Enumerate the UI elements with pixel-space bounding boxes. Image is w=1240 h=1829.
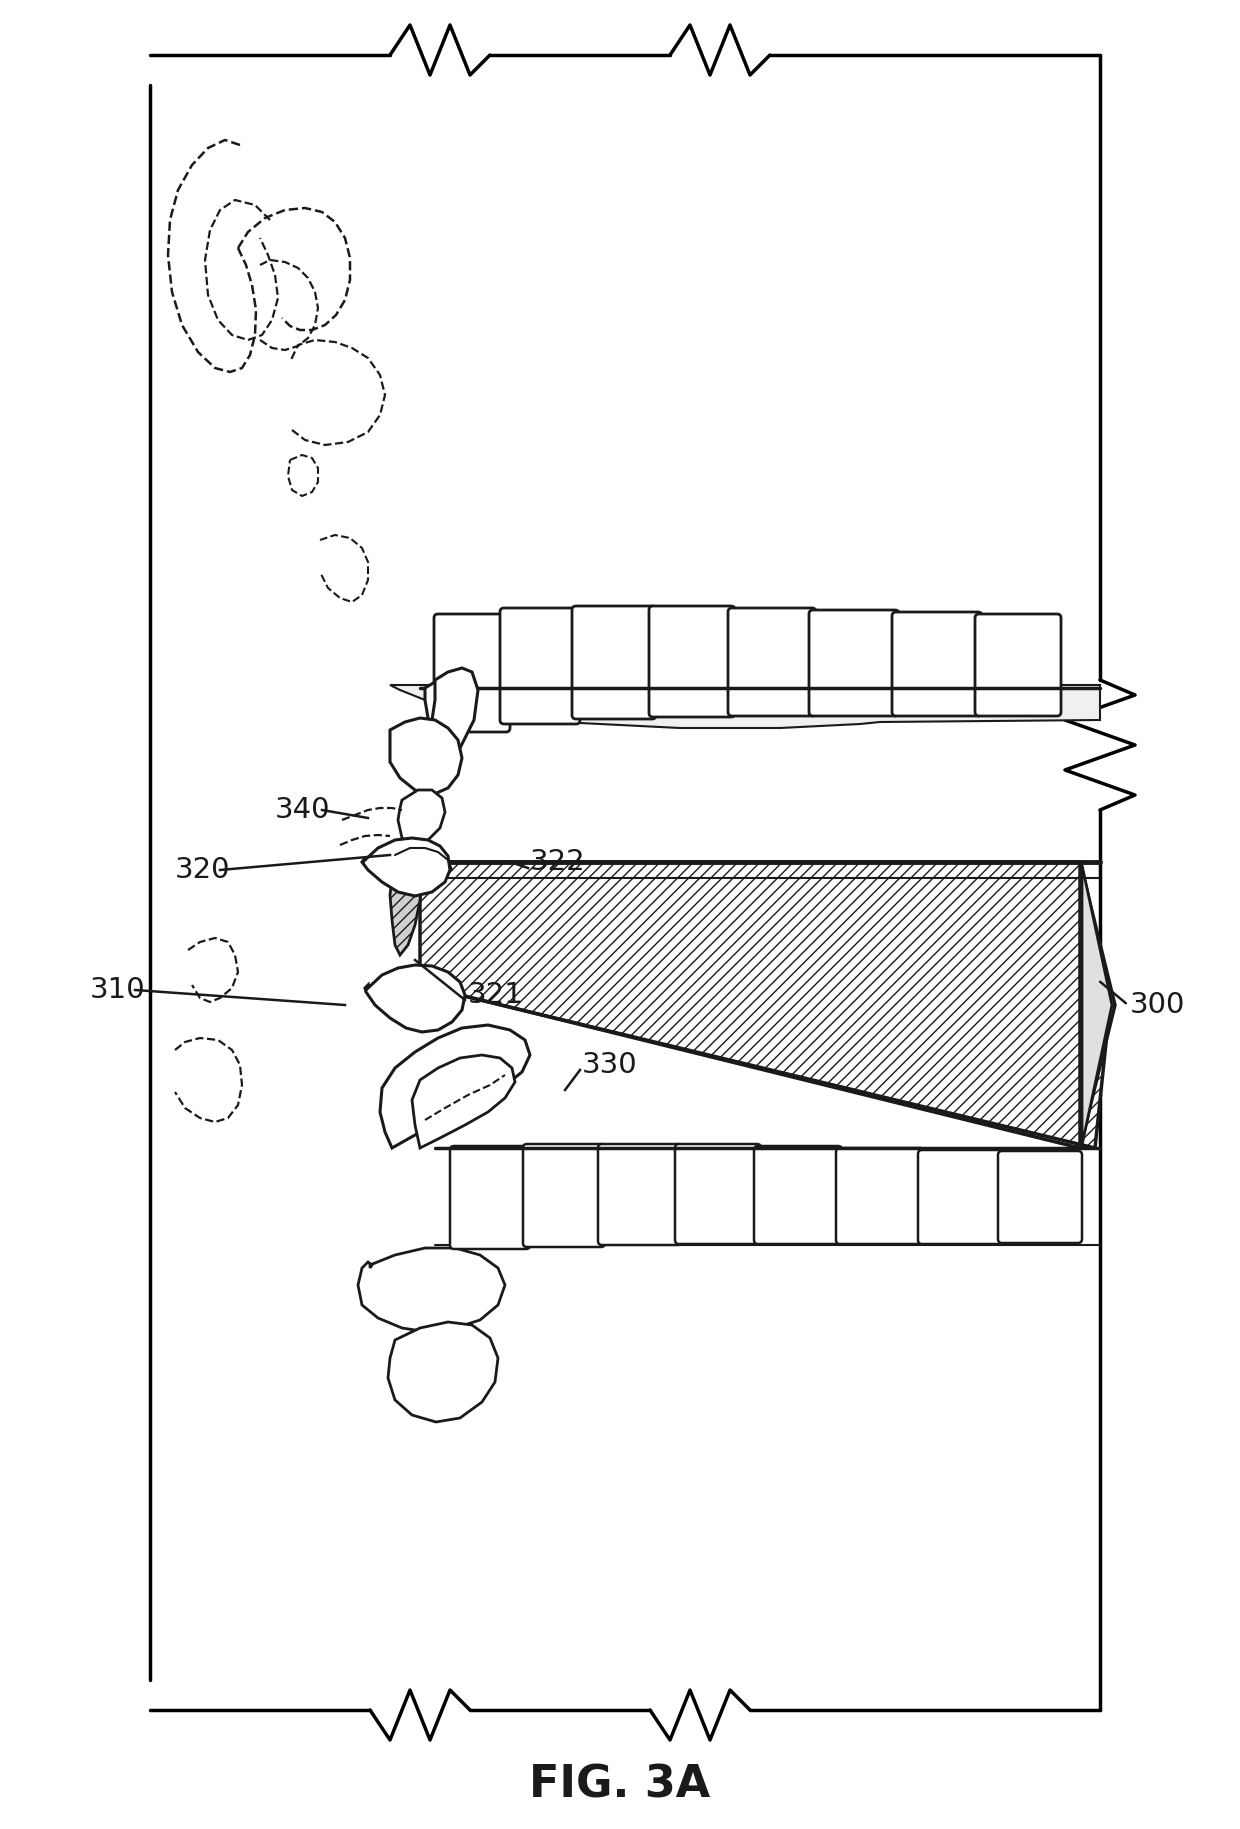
Text: 321: 321 (467, 980, 523, 1010)
Polygon shape (391, 719, 463, 796)
Polygon shape (391, 861, 422, 955)
Polygon shape (398, 790, 445, 845)
Polygon shape (388, 1322, 498, 1421)
Polygon shape (425, 679, 463, 748)
FancyBboxPatch shape (675, 1143, 761, 1244)
Text: 320: 320 (175, 856, 231, 883)
FancyBboxPatch shape (434, 615, 510, 732)
Text: 340: 340 (275, 796, 331, 825)
FancyBboxPatch shape (598, 1143, 682, 1246)
FancyBboxPatch shape (808, 611, 899, 715)
FancyBboxPatch shape (450, 1147, 529, 1249)
Polygon shape (412, 1055, 515, 1149)
FancyBboxPatch shape (918, 1150, 1004, 1244)
Text: FIG. 3A: FIG. 3A (529, 1763, 711, 1807)
Polygon shape (358, 1247, 505, 1332)
Polygon shape (379, 1024, 529, 1149)
Polygon shape (365, 966, 465, 1032)
Text: 310: 310 (91, 977, 145, 1004)
FancyBboxPatch shape (728, 607, 816, 715)
Text: 322: 322 (529, 849, 585, 876)
FancyBboxPatch shape (500, 607, 580, 724)
FancyBboxPatch shape (975, 615, 1061, 715)
Text: 300: 300 (1130, 991, 1185, 1019)
FancyBboxPatch shape (649, 605, 735, 717)
Polygon shape (1083, 865, 1112, 1145)
Polygon shape (420, 861, 1110, 1149)
FancyBboxPatch shape (754, 1147, 842, 1244)
Text: 330: 330 (582, 1052, 637, 1079)
Polygon shape (362, 838, 450, 896)
FancyBboxPatch shape (998, 1150, 1083, 1244)
Polygon shape (1080, 861, 1115, 1149)
Polygon shape (432, 668, 477, 757)
FancyBboxPatch shape (892, 613, 982, 715)
FancyBboxPatch shape (836, 1149, 924, 1244)
FancyBboxPatch shape (572, 605, 656, 719)
FancyBboxPatch shape (523, 1143, 605, 1247)
Polygon shape (391, 686, 1100, 728)
